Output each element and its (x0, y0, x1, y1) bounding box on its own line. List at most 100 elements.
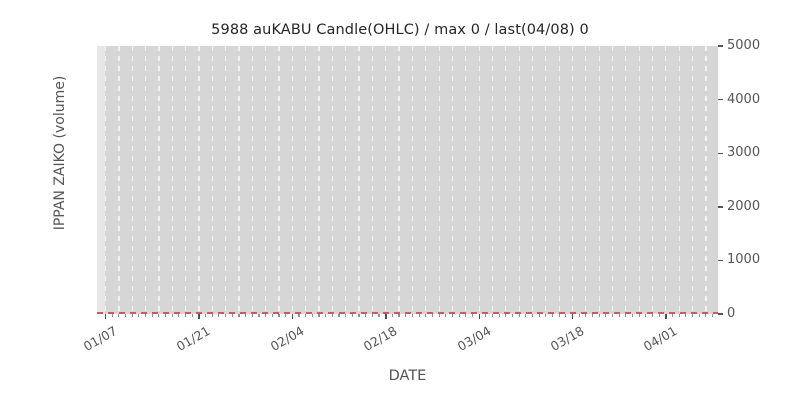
y-axis-tick-label: 1000 (727, 252, 761, 268)
x-axis-tick-minor (425, 314, 427, 318)
x-axis-tick-minor (505, 314, 507, 318)
x-axis-tick-minor (271, 314, 273, 318)
y-axis: 0 1000 2000 3000 4000 5000 (718, 38, 798, 321)
x-axis-tick-minor (631, 314, 634, 318)
x-axis-tick-label: 01/07 (80, 323, 120, 355)
x-axis-tick-minor (111, 314, 113, 318)
y-axis-tick-label: 4000 (727, 91, 761, 107)
x-axis-tick-minor (191, 314, 193, 318)
x-axis-tick-minor (378, 314, 380, 318)
x-axis-tick-minor (451, 314, 453, 318)
x-axis-tick-minor (225, 314, 227, 318)
gridline-vertical (598, 46, 600, 314)
gridline-vertical (531, 46, 534, 314)
gridline-vertical (225, 46, 227, 314)
gridline-vertical (691, 46, 694, 314)
y-axis-title: IPPAN ZAIKO (volume) (52, 75, 68, 231)
x-axis-tick-label: 02/04 (267, 323, 307, 355)
x-axis-tick-label: 01/21 (174, 323, 213, 355)
x-axis-tick-minor (445, 314, 447, 318)
x-axis-tick-minor (538, 314, 540, 318)
gridline-vertical (585, 46, 587, 314)
x-axis-tick-label: 03/18 (547, 323, 587, 355)
gridline-vertical (425, 46, 427, 314)
x-axis-tick-minor (371, 314, 373, 318)
gridline-vertical (345, 46, 347, 314)
x-axis-tick-minor (391, 314, 393, 318)
x-axis-tick-minor (471, 314, 473, 318)
x-axis-tick-major (385, 314, 387, 320)
x-axis-tick-minor (658, 314, 660, 318)
x-axis-tick-minor (671, 314, 674, 318)
gridline-vertical (198, 46, 200, 314)
x-axis-tick-minor (465, 314, 467, 318)
gridline-vertical (451, 46, 454, 314)
chart-title: 5988 auKABU Candle(OHLC) / max 0 / last(… (211, 22, 589, 38)
x-axis-tick-minor (645, 314, 647, 318)
gridline-vertical (611, 46, 614, 314)
y-axis-tick-mark (718, 206, 723, 208)
x-axis-tick-minor (238, 314, 240, 318)
x-axis-title: DATE (388, 368, 427, 384)
x-axis-tick-minor (638, 314, 640, 318)
x-axis-tick-minor (618, 314, 620, 318)
x-axis-tick-minor (305, 314, 307, 318)
x-axis-tick-major (571, 314, 574, 320)
y-axis-tick-mark (718, 259, 723, 262)
gridline-vertical (211, 46, 213, 314)
x-axis-tick-minor (438, 314, 440, 318)
x-axis-tick-minor (245, 314, 247, 318)
x-axis-tick-minor (691, 314, 694, 318)
gridline-vertical (278, 46, 280, 314)
x-axis-tick-minor (171, 314, 173, 318)
x-axis-tick-minor (331, 314, 333, 318)
gridline-vertical (131, 46, 133, 314)
x-axis-tick-minor (498, 314, 500, 318)
y-axis-tick-label: 3000 (727, 145, 761, 161)
x-axis-tick-minor (185, 314, 187, 318)
x-axis-tick-minor (651, 314, 654, 318)
x-axis-tick-minor (458, 314, 460, 318)
gridline-vertical (505, 46, 507, 314)
x-axis-tick-major (478, 314, 480, 320)
x-axis-tick-minor (338, 314, 340, 318)
x-axis-tick-label: 02/18 (360, 323, 400, 355)
x-axis-tick-minor (298, 314, 300, 318)
x-axis-tick-minor (145, 314, 147, 318)
gridline-vertical (438, 46, 440, 314)
plot-area (97, 46, 718, 314)
gridline-vertical (651, 46, 654, 314)
gridline-vertical (171, 46, 173, 314)
x-axis-tick-minor (358, 314, 360, 318)
vertical-gridlines (97, 46, 718, 314)
gridline-vertical (518, 46, 520, 314)
x-axis-tick-minor (712, 314, 714, 318)
x-axis-tick-minor (251, 314, 253, 318)
x-axis-tick-minor (318, 314, 320, 318)
gridline-vertical (358, 46, 360, 314)
x-axis-tick-minor (131, 314, 133, 318)
y-axis-tick-mark (718, 313, 723, 315)
x-axis-tick-minor (365, 314, 367, 318)
x-axis-tick-minor (605, 314, 607, 318)
gridline-vertical (318, 46, 320, 314)
x-axis-tick-minor (485, 314, 487, 318)
gridline-vertical (145, 46, 147, 314)
x-axis-tick-minor (278, 314, 280, 318)
x-axis-tick-major (105, 314, 107, 320)
gridline-vertical (185, 46, 187, 314)
gridline-vertical (411, 46, 414, 314)
x-axis-tick-minor (545, 314, 547, 318)
gridline-vertical (305, 46, 307, 314)
x-axis-tick-minor (598, 314, 600, 318)
y-axis-tick-label: 5000 (727, 38, 761, 53)
x-axis-tick-label: 03/04 (454, 323, 494, 355)
x-axis-tick-minor (138, 314, 140, 318)
x-axis-tick-major (198, 314, 200, 320)
x-axis-tick-minor (705, 314, 707, 318)
x-axis-tick-major (291, 314, 294, 320)
x-axis-tick-minor (578, 314, 580, 318)
gridline-vertical (371, 46, 373, 314)
x-axis-tick-minor (351, 314, 353, 318)
